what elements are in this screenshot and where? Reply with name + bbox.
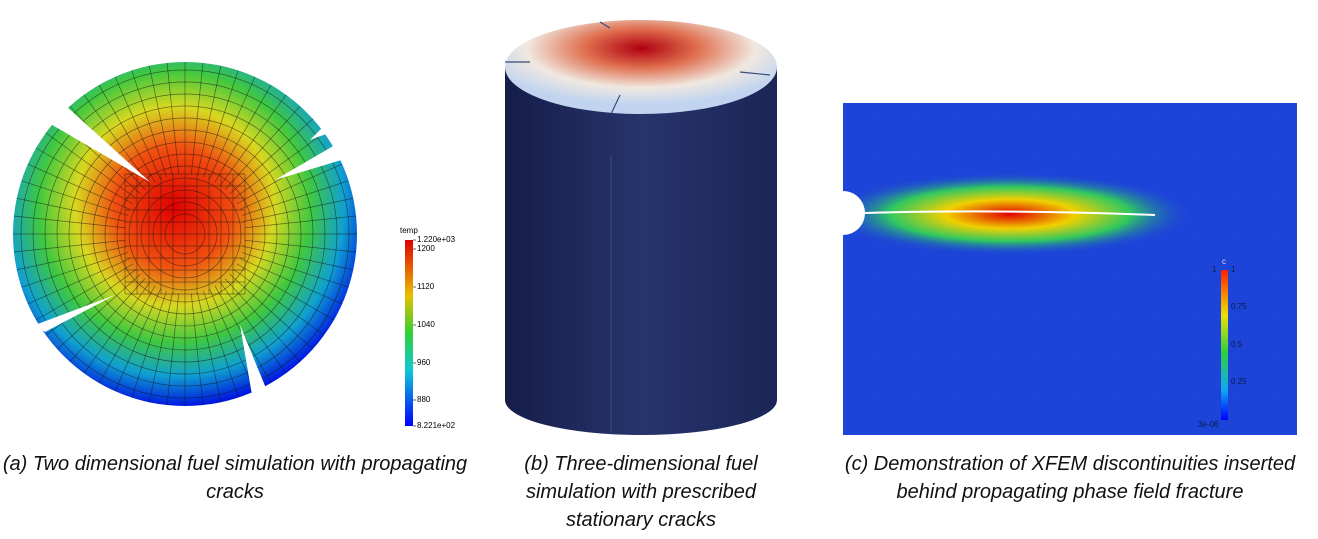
caption: (c) Demonstration of XFEM discontinuitie… <box>844 453 1296 503</box>
mesh-spoke <box>131 70 167 178</box>
mesh-spoke <box>69 278 146 363</box>
mesh-spoke <box>148 292 173 403</box>
mesh-spoke <box>98 285 156 384</box>
colorbar-label: 1 <box>1212 265 1217 274</box>
colorbar-label: 1200 <box>417 244 435 253</box>
colorbar-label: 880 <box>417 395 431 404</box>
colorbar-label: 8.221e+02 <box>417 421 456 430</box>
colorbar-label: 960 <box>417 358 431 367</box>
mesh-spoke <box>197 292 222 403</box>
caption: (a) Two dimensional fuel simulation with… <box>2 453 468 503</box>
mesh-spoke <box>219 94 287 186</box>
mesh-spoke <box>16 197 127 222</box>
mesh-spoke <box>241 180 349 216</box>
colorbar-label: 3e-06 <box>1198 420 1219 429</box>
mesh-spoke <box>244 215 357 229</box>
mesh-spoke <box>83 94 151 186</box>
mesh-spoke <box>16 246 127 271</box>
mesh-spoke <box>131 290 167 398</box>
mesh-spoke <box>241 252 349 288</box>
colorbar <box>405 240 413 426</box>
colorbar-title: c <box>1222 257 1226 266</box>
colorbar-label: 0.75 <box>1231 302 1247 311</box>
colorbar-label: 0.25 <box>1231 377 1247 386</box>
mesh-spoke <box>244 239 357 253</box>
panel-b <box>505 20 777 435</box>
mesh-spoke <box>35 147 134 205</box>
mesh-spoke <box>229 118 314 195</box>
mesh-spoke <box>114 76 161 180</box>
mesh-spoke <box>239 163 343 210</box>
mesh-spoke <box>21 180 129 216</box>
mesh-spoke <box>114 288 161 392</box>
mesh-spoke <box>203 70 239 178</box>
mesh-spoke <box>190 62 204 175</box>
mesh-spoke <box>166 293 180 406</box>
caption: (b) Three-dimensional fuel simulation wi… <box>524 453 758 531</box>
mesh-spoke <box>27 163 131 210</box>
mesh-spoke <box>45 132 137 200</box>
mesh-spoke <box>239 258 343 305</box>
mesh-spoke <box>229 273 314 350</box>
mesh-spoke <box>21 252 129 288</box>
mesh-spoke <box>190 293 204 406</box>
mesh-spoke <box>243 197 354 222</box>
cracks <box>505 21 771 433</box>
mesh-spoke <box>148 65 173 176</box>
colorbar-label: 1120 <box>417 282 435 291</box>
mesh-spoke <box>83 282 151 374</box>
cylinder <box>505 67 777 435</box>
mesh-spoke <box>203 290 239 398</box>
xfem-crack <box>864 210 1156 216</box>
mesh-spoke <box>243 246 354 271</box>
mesh-spoke <box>35 263 134 321</box>
mesh-spoke <box>209 76 256 180</box>
mesh-spoke <box>45 268 137 336</box>
mesh-spoke <box>219 282 287 374</box>
colorbar-title: temp <box>400 226 418 235</box>
colorbar <box>1221 270 1228 420</box>
colorbar-label: 1040 <box>417 320 435 329</box>
mesh-spoke <box>209 288 256 392</box>
mesh-spoke <box>214 84 272 183</box>
panel-c: c1 1 0.75 0.5 0.25 3e-06 <box>821 103 1297 435</box>
mesh-spoke <box>197 65 222 176</box>
mesh-spoke <box>13 239 126 253</box>
cracks <box>30 96 348 398</box>
colorbar-label: 1.220e+03 <box>417 235 456 244</box>
mesh-spoke <box>233 268 325 336</box>
colorbar-label: 0.5 <box>1231 340 1243 349</box>
colorbar-label: 1 <box>1231 265 1236 274</box>
mesh-spoke <box>13 215 126 229</box>
mesh-spoke <box>27 258 131 305</box>
mesh-spoke <box>224 105 301 190</box>
notch <box>821 191 865 235</box>
mesh-spoke <box>224 278 301 363</box>
mesh-spoke <box>56 273 141 350</box>
mesh-spoke <box>236 263 335 321</box>
phase-field <box>825 172 1195 256</box>
cylinder-top <box>505 20 777 114</box>
mesh-spoke <box>233 132 325 200</box>
mesh-spoke <box>98 84 156 183</box>
mesh-spoke <box>166 62 180 175</box>
